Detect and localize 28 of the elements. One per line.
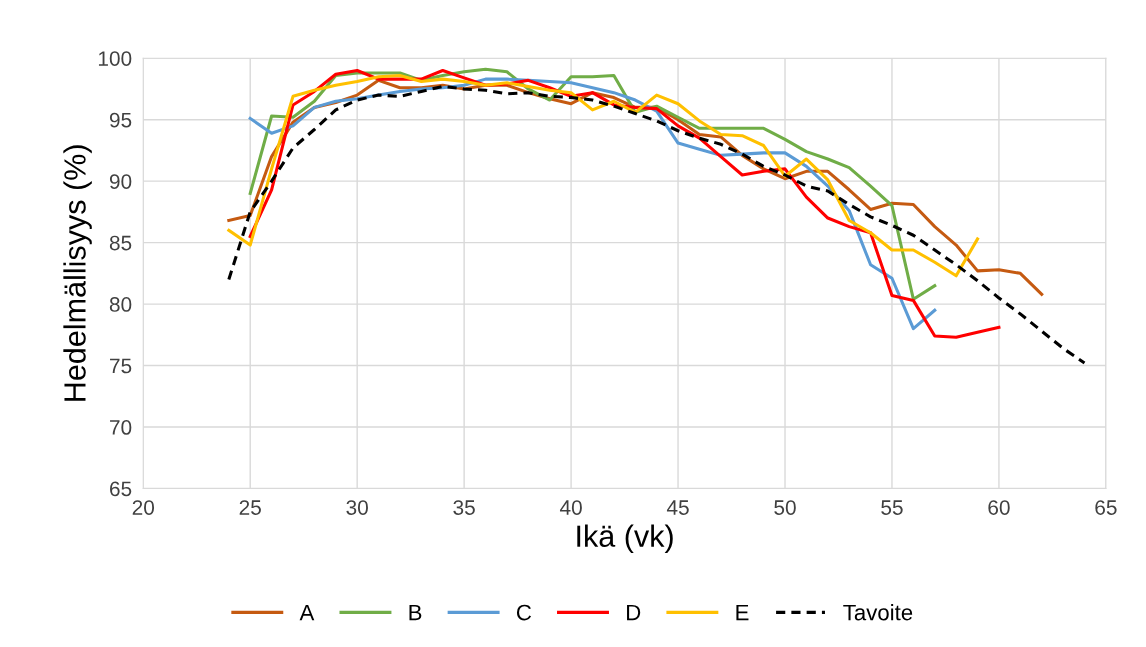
legend-label: E [736,604,749,621]
y-tick-label: 75 [110,358,132,374]
x-tick-label: 60 [988,500,1010,515]
x-tick-label: 20 [132,500,155,515]
y-tick-label: 100 [98,51,132,66]
x-tick-label: 30 [346,500,368,515]
x-tick-label: 35 [453,500,475,515]
y-tick-label: 90 [109,174,132,189]
legend-label: C [516,604,532,621]
line-series [227,84,1087,365]
x-tick-label: 50 [774,500,796,515]
line-series [227,73,980,278]
legend-label: Tavoite [843,604,913,621]
x-axis-title: Ikä (vk) [577,524,673,554]
x-tick-label: 55 [881,500,903,515]
legend-label: A [299,604,315,621]
y-tick-label: 70 [110,420,132,435]
x-tick-label: 65 [1095,500,1117,515]
x-tick-label: 25 [239,500,261,515]
y-tick-label: 80 [109,297,132,312]
x-tick-label: 40 [559,500,582,515]
y-tick-label: 85 [109,235,132,251]
y-tick-label: 95 [109,112,132,128]
x-tick-label: 45 [666,500,689,515]
legend-label: B [409,604,422,621]
legend-label: D [627,604,641,621]
y-axis-title: Hedelmällisyys (%) [63,145,92,401]
y-tick-label: 65 [110,481,132,497]
